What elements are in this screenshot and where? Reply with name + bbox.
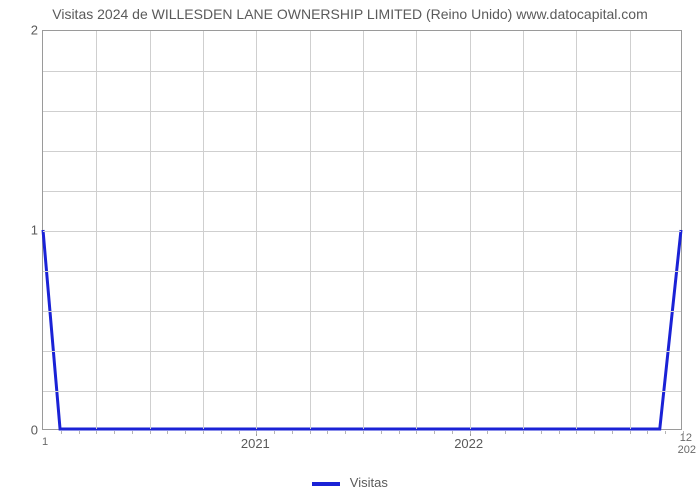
plot-area [42, 30, 682, 430]
vgrid [363, 31, 364, 429]
hgrid-minor [43, 111, 681, 112]
x-minor-tick [381, 431, 382, 434]
x-minor-tick [239, 431, 240, 434]
x-minor-tick [274, 431, 275, 434]
x-minor-tick [363, 431, 364, 434]
vgrid [630, 31, 631, 429]
x-minor-tick [559, 431, 560, 434]
vgrid [256, 31, 257, 429]
hgrid-major [43, 231, 681, 232]
x-minor-tick [434, 431, 435, 434]
x-tick-label: 2022 [454, 436, 483, 451]
x-minor-tick [576, 431, 577, 434]
x-minor-tick [416, 431, 417, 434]
vgrid [470, 31, 471, 429]
hgrid-minor [43, 391, 681, 392]
x-minor-tick [345, 431, 346, 434]
x-start-sublabel: 1 [42, 436, 48, 448]
x-minor-tick [114, 431, 115, 434]
hgrid-minor [43, 191, 681, 192]
x-minor-tick [221, 431, 222, 434]
hgrid-minor [43, 71, 681, 72]
x-minor-tick [167, 431, 168, 434]
vgrid [150, 31, 151, 429]
vgrid [576, 31, 577, 429]
x-minor-tick [132, 431, 133, 434]
x-minor-tick [523, 431, 524, 434]
x-minor-tick [630, 431, 631, 434]
chart-title: Visitas 2024 de WILLESDEN LANE OWNERSHIP… [0, 6, 700, 22]
vgrid [203, 31, 204, 429]
x-minor-tick [452, 431, 453, 434]
x-end-sublabel-bot: 202 [678, 444, 696, 456]
x-minor-tick [470, 431, 471, 434]
legend-swatch [312, 482, 340, 486]
x-minor-tick [647, 431, 648, 434]
hgrid-minor [43, 151, 681, 152]
hgrid-minor [43, 271, 681, 272]
y-tick-label: 1 [18, 223, 38, 238]
vgrid [523, 31, 524, 429]
y-tick-label: 0 [18, 423, 38, 438]
x-minor-tick [310, 431, 311, 434]
hgrid-minor [43, 351, 681, 352]
x-minor-tick [327, 431, 328, 434]
chart-container: Visitas 2024 de WILLESDEN LANE OWNERSHIP… [0, 0, 700, 500]
x-minor-tick [487, 431, 488, 434]
x-tick-label: 2021 [241, 436, 270, 451]
x-minor-tick [185, 431, 186, 434]
x-minor-tick [256, 431, 257, 434]
x-minor-tick [61, 431, 62, 434]
x-minor-tick [505, 431, 506, 434]
x-minor-tick [96, 431, 97, 434]
line-series [43, 31, 681, 429]
y-tick-label: 2 [18, 23, 38, 38]
legend-label: Visitas [350, 475, 388, 490]
x-minor-tick [541, 431, 542, 434]
x-minor-tick [203, 431, 204, 434]
hgrid-minor [43, 311, 681, 312]
x-minor-tick [612, 431, 613, 434]
legend: Visitas [0, 475, 700, 490]
x-minor-tick [665, 431, 666, 434]
x-end-sublabel-top: 12 [680, 432, 692, 444]
x-minor-tick [79, 431, 80, 434]
x-minor-tick [292, 431, 293, 434]
x-minor-tick [150, 431, 151, 434]
vgrid [96, 31, 97, 429]
vgrid [310, 31, 311, 429]
x-minor-tick [594, 431, 595, 434]
x-minor-tick [399, 431, 400, 434]
vgrid [416, 31, 417, 429]
